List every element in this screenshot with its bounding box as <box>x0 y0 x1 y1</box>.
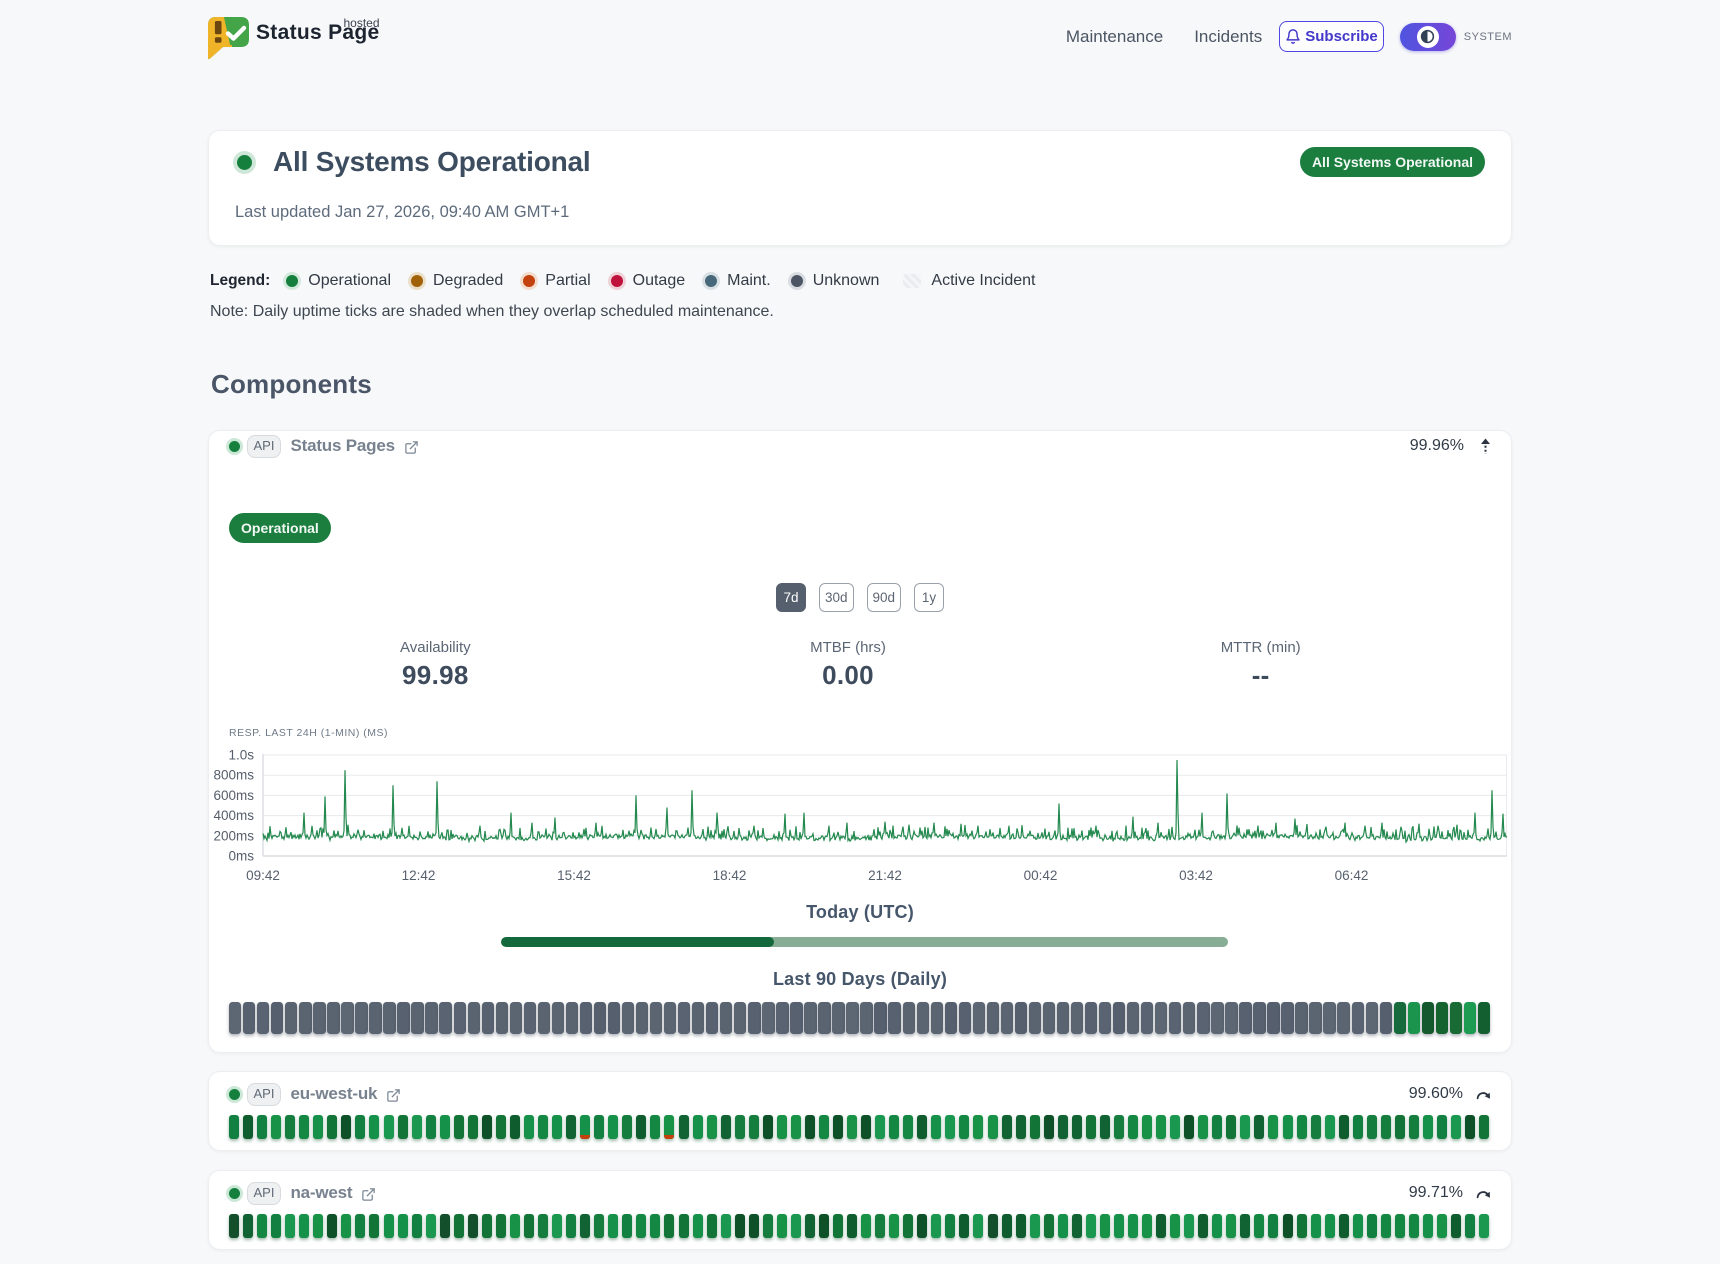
svg-text:21:42: 21:42 <box>868 868 902 883</box>
svg-text:09:42: 09:42 <box>246 868 280 883</box>
svg-text:400ms: 400ms <box>213 808 254 823</box>
svg-text:15:42: 15:42 <box>557 868 591 883</box>
svg-text:06:42: 06:42 <box>1335 868 1369 883</box>
svg-text:1.0s: 1.0s <box>228 748 254 763</box>
svg-text:600ms: 600ms <box>213 788 254 803</box>
svg-text:0ms: 0ms <box>228 849 254 864</box>
svg-text:00:42: 00:42 <box>1024 868 1058 883</box>
svg-text:800ms: 800ms <box>213 768 254 783</box>
svg-text:03:42: 03:42 <box>1179 868 1213 883</box>
svg-text:18:42: 18:42 <box>713 868 747 883</box>
svg-text:200ms: 200ms <box>213 828 254 843</box>
svg-text:12:42: 12:42 <box>402 868 436 883</box>
